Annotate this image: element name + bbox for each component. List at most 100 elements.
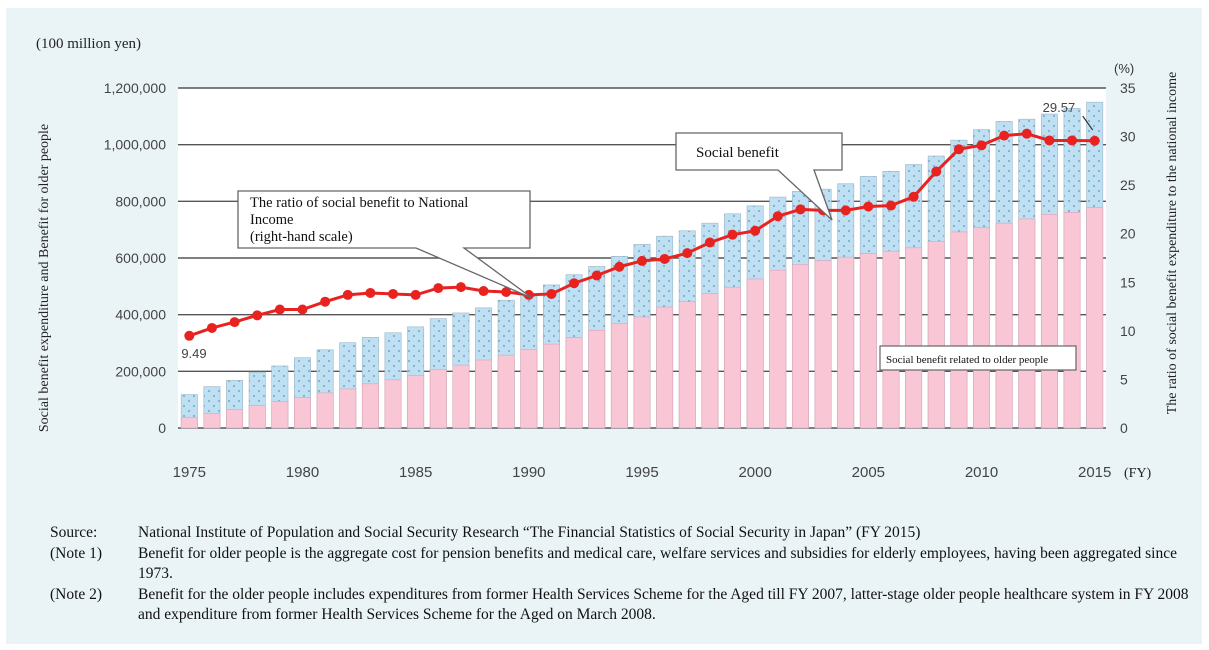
y-left-tick-label: 600,000 bbox=[115, 250, 166, 266]
note-text: Benefit for the older people includes ex… bbox=[138, 586, 1189, 623]
ratio-point bbox=[478, 286, 489, 297]
bar-older-people bbox=[1086, 207, 1104, 429]
y-right-tick-label: 10 bbox=[1120, 323, 1136, 339]
bar-older-people bbox=[497, 354, 515, 429]
callout-ratio-text: (right-hand scale) bbox=[250, 229, 353, 245]
note-key: (Note 2) bbox=[50, 586, 103, 603]
bar-older-people bbox=[475, 359, 493, 429]
bar-older-people bbox=[588, 329, 606, 429]
ratio-point bbox=[388, 288, 399, 299]
right-axis-label: The ratio of social benefit expenditure … bbox=[1165, 72, 1180, 415]
bar-older-people bbox=[973, 227, 990, 429]
y-left-tick-label: 1,000,000 bbox=[104, 137, 166, 153]
ratio-point bbox=[184, 330, 195, 341]
callout-older-box bbox=[879, 345, 1077, 371]
start-value-label: 9.49 bbox=[181, 346, 206, 361]
bar-older-people bbox=[950, 231, 968, 429]
x-tick-label: 1990 bbox=[512, 464, 545, 481]
left-unit: (100 million yen) bbox=[36, 36, 141, 52]
ratio-point bbox=[569, 278, 580, 289]
chart: (100 million yen) (%) (FY) Social benefi… bbox=[36, 36, 1180, 481]
ratio-point bbox=[999, 130, 1010, 141]
callout-ratio-box bbox=[237, 190, 533, 299]
ratio-point bbox=[320, 296, 331, 307]
y-right-tick-label: 0 bbox=[1120, 420, 1128, 436]
bar-older-people bbox=[656, 306, 674, 429]
note-key: (Note 1) bbox=[50, 545, 103, 562]
bar-older-people bbox=[995, 222, 1013, 429]
ratio-point bbox=[433, 283, 444, 294]
bar-older-people bbox=[565, 337, 583, 429]
bar-older-people bbox=[724, 286, 741, 429]
ratio-point bbox=[229, 317, 240, 328]
bar-older-people bbox=[859, 253, 877, 429]
bar-older-people bbox=[678, 301, 696, 429]
bar-older-people bbox=[814, 260, 832, 429]
y-right-tick-label: 15 bbox=[1120, 274, 1136, 290]
x-tick-label: 2010 bbox=[965, 464, 998, 481]
y-right-tick-label: 5 bbox=[1120, 371, 1128, 387]
x-tick-label: 2005 bbox=[852, 464, 885, 481]
y-left-tick-label: 200,000 bbox=[115, 363, 166, 379]
ratio-point bbox=[659, 253, 670, 264]
x-tick-label: 2000 bbox=[738, 464, 771, 481]
bar-older-people bbox=[180, 416, 198, 429]
ratio-point bbox=[410, 289, 421, 300]
end-value-arrow bbox=[1082, 115, 1094, 131]
x-tick-label: 1980 bbox=[286, 464, 319, 481]
ratio-point bbox=[1044, 135, 1055, 146]
callout-social-text: Social benefit bbox=[696, 145, 780, 161]
bar-older-people bbox=[927, 240, 945, 429]
bar-older-people bbox=[407, 374, 425, 429]
y-right-tick-label: 30 bbox=[1120, 129, 1136, 145]
ratio-point bbox=[455, 282, 466, 293]
bar-older-people bbox=[294, 397, 311, 429]
y-left-tick-label: 1,200,000 bbox=[104, 80, 166, 96]
x-tick-label: 2015 bbox=[1078, 464, 1111, 481]
x-tick-label: 1975 bbox=[173, 464, 206, 481]
bar-older-people bbox=[882, 250, 900, 429]
ratio-point bbox=[682, 248, 693, 259]
ratio-point bbox=[591, 270, 602, 281]
bar-older-people bbox=[271, 401, 289, 429]
bar-older-people bbox=[1040, 214, 1058, 429]
note-text: National Institute of Population and Soc… bbox=[138, 524, 921, 541]
bar-older-people bbox=[633, 316, 651, 429]
ratio-point bbox=[1089, 135, 1100, 146]
note-text: Benefit for older people is the aggregat… bbox=[138, 545, 1177, 582]
y-right-tick-label: 25 bbox=[1120, 177, 1136, 193]
ratio-point bbox=[206, 322, 217, 333]
callout-ratio-text: The ratio of social benefit to National bbox=[250, 195, 468, 211]
bar-older-people bbox=[429, 369, 447, 429]
ratio-point bbox=[953, 144, 964, 155]
bar-older-people bbox=[226, 409, 244, 429]
ratio-point bbox=[614, 261, 625, 272]
y-left-tick-label: 0 bbox=[158, 420, 166, 436]
bar-older-people bbox=[543, 343, 560, 429]
bar-older-people bbox=[610, 323, 628, 429]
bar-older-people bbox=[339, 388, 357, 429]
ratio-point bbox=[863, 201, 874, 212]
bar-older-people bbox=[248, 405, 266, 429]
figure-panel: (100 million yen) (%) (FY) Social benefi… bbox=[6, 8, 1202, 644]
left-axis-label: Social benefit expenditure and Benefit f… bbox=[37, 124, 52, 432]
y-right-tick-label: 20 bbox=[1120, 226, 1136, 242]
bar-older-people bbox=[452, 364, 470, 429]
y-left-tick-label: 800,000 bbox=[115, 193, 166, 209]
ratio-point bbox=[546, 288, 557, 299]
bar-older-people bbox=[837, 256, 855, 429]
ratio-point bbox=[727, 229, 738, 240]
ratio-point bbox=[840, 205, 851, 216]
ratio-point bbox=[252, 310, 263, 321]
note-key: Source: bbox=[50, 524, 98, 541]
end-value-label: 29.57 bbox=[1043, 100, 1076, 115]
ratio-point bbox=[931, 166, 942, 177]
ratio-point bbox=[637, 255, 647, 266]
ratio-point bbox=[976, 140, 987, 151]
bar-older-people bbox=[520, 349, 538, 429]
x-unit: (FY) bbox=[1124, 466, 1152, 481]
ratio-point bbox=[1021, 128, 1032, 139]
notes-section: Source: National Institute of Population… bbox=[50, 523, 1200, 625]
ratio-point bbox=[274, 304, 285, 315]
note-2: (Note 2) Benefit for the older people in… bbox=[50, 585, 1200, 625]
